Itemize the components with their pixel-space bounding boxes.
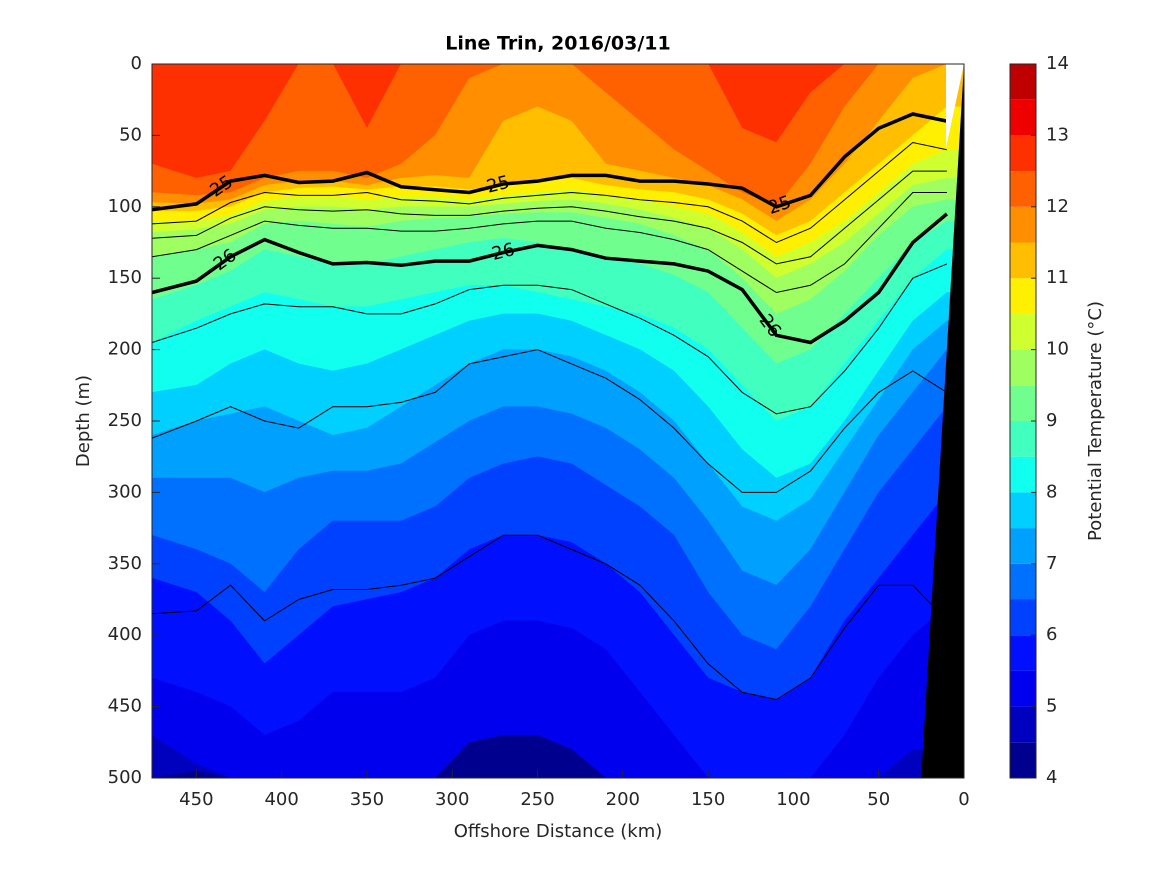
y-tick-label: 150 [108,267,142,288]
density-contour-labeled [152,112,948,212]
x-tick-label: 450 [179,789,213,810]
density-contour [152,192,947,294]
colorbar-band [1010,528,1036,564]
x-tick-label: 250 [520,789,554,810]
colorbar-tick-label: 14 [1046,53,1069,74]
colorbar-tick-label: 6 [1046,624,1057,645]
colorbar-band [1010,492,1036,529]
colorbar-band [1010,456,1036,493]
colorbar-band [1010,563,1036,600]
temperature-band [152,606,964,778]
colorbar-band [1010,135,1036,172]
y-tick-label: 400 [108,624,142,645]
colorbar-tick-label: 12 [1046,196,1069,217]
density-contour [152,263,948,415]
colorbar-tick-label: 13 [1046,124,1069,145]
x-tick-label: 0 [958,789,969,810]
density-contour [152,349,948,493]
y-tick-label: 0 [131,53,142,74]
overlay: 450 400 350 300 250 200 150 100 50 00501001502002… [108,53,970,810]
y-tick-label: 250 [108,410,142,431]
x-tick-label: 200 [606,789,640,810]
density-contour [152,534,948,701]
density-contour [152,170,947,265]
density-contour-labeled [152,212,949,345]
colorbar-tick-label: 11 [1046,267,1069,288]
y-tick-label: 300 [108,481,142,502]
colorbar-band [1010,171,1036,207]
colorbar-tick-label: 4 [1046,767,1057,788]
bathymetry [921,64,964,778]
colorbar-band [1010,670,1036,707]
colorbar-band [1010,242,1036,279]
y-tick-label: 450 [108,696,142,717]
x-tick-label: 50 [867,789,890,810]
chart-title: Line Trin, 2016/03/11 [445,33,670,55]
temperature-band [152,734,964,778]
x-tick-label: 100 [776,789,810,810]
x-tick-label: 350 [350,789,384,810]
y-tick-label: 350 [108,553,142,574]
colorbar-band [1010,349,1036,386]
y-tick-label: 50 [119,124,142,145]
y-tick-label: 100 [108,196,142,217]
colorbar-band [1010,421,1036,457]
y-tick-label: 200 [108,339,142,360]
colorbar-band [1010,385,1036,421]
colorbar-tick-label: 10 [1046,339,1069,360]
y-tick-label: 500 [108,767,142,788]
colorbar-band [1010,599,1036,636]
colorbar-band [1010,313,1036,350]
x-axis-label: Offshore Distance (km) [454,821,663,842]
colorbar-tick-label: 5 [1046,696,1057,717]
colorbar-band [1010,64,1036,100]
no-data [946,64,964,148]
x-tick-label: 150 [691,789,725,810]
density-contour [152,141,948,244]
y-axis-label: Depth (m) [73,375,94,467]
colorbar-band [1010,206,1036,243]
colorbar-label: Potential Temperature (°C) [1085,301,1106,541]
colorbar-band [1010,278,1036,314]
x-tick-label: 300 [435,789,469,810]
colorbar-tick-label: 8 [1046,481,1057,502]
colorbar-band [1010,742,1036,778]
colorbar-band [1010,99,1036,136]
x-tick-label: 400 [264,789,298,810]
colorbar-tick-label: 7 [1046,553,1057,574]
colorbar-band [1010,635,1036,671]
colorbar-tick-label: 9 [1046,410,1057,431]
colorbar-band [1010,706,1036,743]
